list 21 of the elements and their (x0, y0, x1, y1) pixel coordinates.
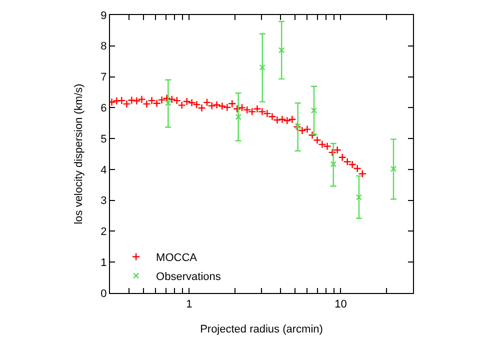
y-tick-label: 9 (100, 10, 107, 22)
y-tick-label: 0 (100, 288, 107, 300)
legend-label: Observations (156, 271, 222, 284)
x-tick-label: 10 (334, 298, 347, 310)
point (333, 146, 342, 154)
point (128, 96, 136, 104)
point (132, 96, 141, 105)
point (288, 115, 296, 124)
point (158, 96, 166, 104)
y-axis-title: los velocity dispersion (km/s) (73, 84, 86, 224)
y-tick-label: 7 (100, 72, 107, 84)
y-tick-label: 3 (100, 195, 107, 208)
y-tick-label: 6 (100, 102, 107, 115)
x-axis-title: Projected radius (arcmin) (200, 324, 323, 336)
y-tick-label: 4 (100, 164, 107, 176)
point (112, 96, 121, 105)
y-tick-label: 1 (100, 256, 107, 269)
y-tick-label: 8 (100, 40, 107, 53)
y-tick-label: 5 (100, 133, 107, 146)
y-tick-label: 2 (100, 226, 107, 238)
legend-label: MOCCA (156, 252, 198, 264)
